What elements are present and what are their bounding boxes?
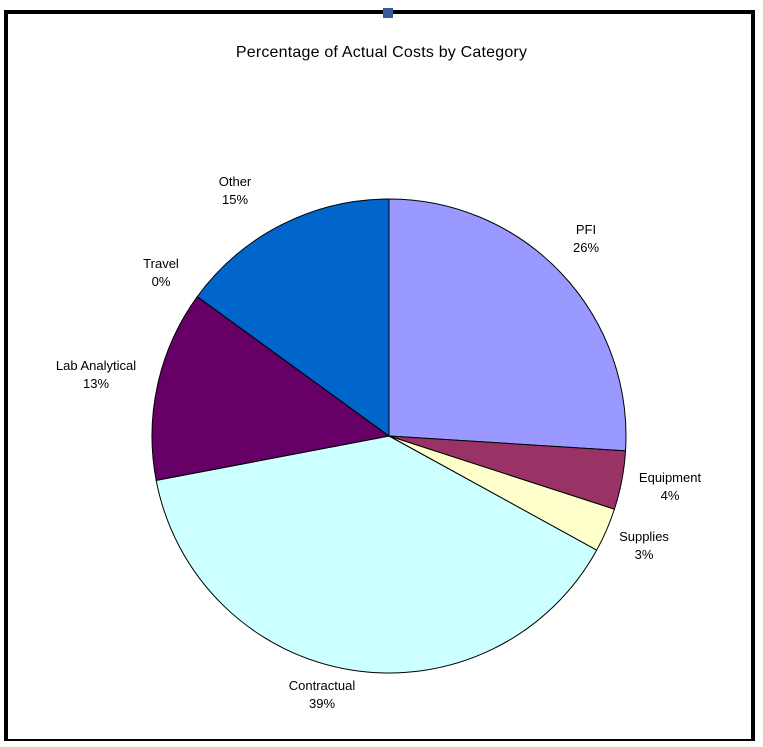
slice-percent-contractual: 39%: [309, 696, 335, 711]
slice-label-equipment: Equipment: [639, 470, 702, 485]
slice-percent-travel: 0%: [152, 274, 171, 289]
selection-handle[interactable]: [383, 8, 393, 18]
pie-slice-lab-analytical[interactable]: [151, 295, 391, 481]
slice-label-supplies: Supplies: [619, 529, 669, 544]
chart-title: Percentage of Actual Costs by Category: [235, 44, 528, 61]
slice-percent-supplies: 3%: [635, 547, 654, 562]
slice-label-other: Other: [219, 174, 252, 189]
slice-percent-pfi: 26%: [573, 240, 599, 255]
pie-slice-contractual[interactable]: [155, 435, 598, 674]
slice-label-contractual: Contractual: [289, 678, 356, 693]
pie-slice-other[interactable]: [196, 198, 390, 437]
slice-label-travel: Travel: [143, 256, 179, 271]
slice-percent-other: 15%: [222, 192, 248, 207]
slice-percent-equipment: 4%: [661, 488, 680, 503]
slice-percent-lab-analytical: 13%: [83, 376, 109, 391]
slice-label-lab-analytical: Lab Analytical: [56, 358, 136, 373]
slice-label-pfi: PFI: [576, 222, 596, 237]
pie-slice-pfi[interactable]: [388, 198, 627, 452]
